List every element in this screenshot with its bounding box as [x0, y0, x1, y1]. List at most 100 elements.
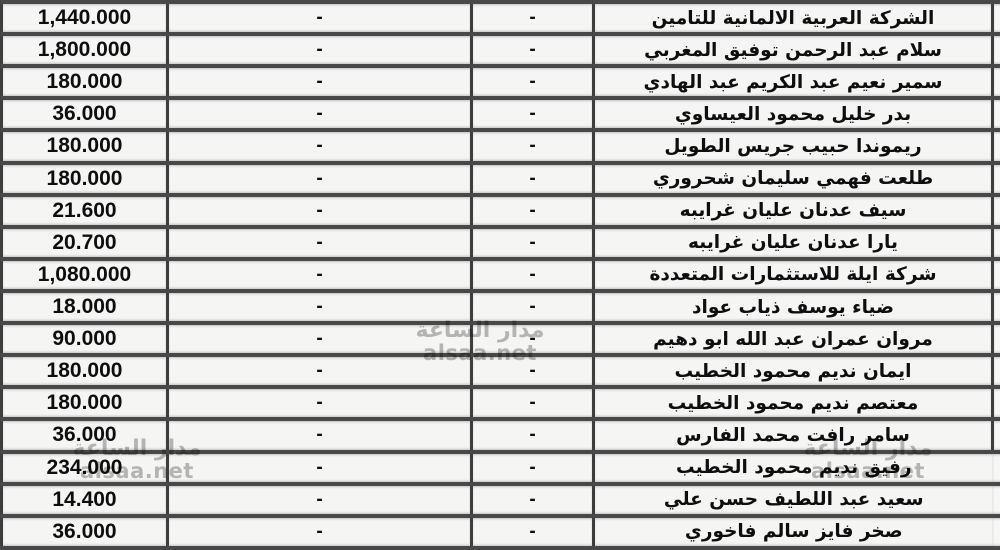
- amount-cell: 90.000: [0, 321, 169, 358]
- amount-cell: 20.700: [0, 224, 169, 261]
- table-row: 36.000 - - صخر فايز سالم فاخوري: [0, 513, 1000, 550]
- table-row: 180.000 - - ريموندا حبيب جريس الطويل: [0, 128, 1000, 165]
- amount-cell: 234.000: [0, 449, 169, 486]
- dash-cell: -: [471, 481, 595, 518]
- name-cell: طلعت فهمي سليمان شحروري: [593, 160, 994, 197]
- dash-cell: -: [167, 353, 473, 390]
- edge-sliver: [992, 256, 1000, 293]
- name-cell: بدر خليل محمود العيساوي: [593, 96, 994, 133]
- table-row: 1,440.000 - - الشركة العربية الالمانية ل…: [0, 0, 1000, 37]
- dash-cell: -: [167, 32, 473, 69]
- dash-cell: -: [471, 513, 595, 550]
- name-cell: سمير نعيم عبد الكريم عبد الهادي: [593, 64, 994, 101]
- dash-cell: -: [167, 0, 473, 37]
- amount-cell: 180.000: [0, 160, 169, 197]
- name-cell: ضياء يوسف ذياب عواد: [593, 288, 994, 326]
- dash-cell: -: [471, 0, 595, 37]
- dash-cell: -: [167, 160, 473, 197]
- dash-cell: -: [167, 192, 473, 229]
- amount-cell: 1,800.000: [0, 32, 169, 69]
- amount-cell: 36.000: [0, 417, 169, 454]
- edge-sliver: [992, 160, 1000, 197]
- edge-sliver: [992, 513, 1000, 550]
- edge-sliver: [992, 96, 1000, 133]
- name-cell: ايمان نديم محمود الخطيب: [593, 353, 994, 390]
- name-cell: يارا عدنان عليان غرايبه: [593, 224, 994, 261]
- dash-cell: -: [167, 224, 473, 261]
- name-cell: صخر فايز سالم فاخوري: [593, 513, 993, 550]
- dash-cell: -: [167, 417, 473, 454]
- dash-cell: -: [167, 321, 473, 358]
- name-cell: سعيد عبد اللطيف حسن علي: [593, 481, 993, 518]
- dash-cell: -: [471, 224, 595, 261]
- amount-cell: 1,440.000: [0, 0, 169, 37]
- name-cell: معتصم نديم محمود الخطيب: [593, 385, 994, 422]
- amount-cell: 180.000: [0, 385, 169, 422]
- table-row: 36.000 - - بدر خليل محمود العيساوي: [0, 96, 1000, 133]
- dash-cell: -: [471, 64, 595, 101]
- edge-sliver: [992, 0, 1000, 37]
- dash-cell: -: [471, 417, 595, 454]
- table-row: 1,080.000 - - شركة ايلة للاستثمارات المت…: [0, 256, 1000, 293]
- edge-sliver: [992, 32, 1000, 69]
- edge-sliver: [992, 192, 1000, 229]
- dash-cell: -: [471, 256, 595, 293]
- dash-cell: -: [167, 481, 473, 518]
- edge-sliver: [992, 321, 1000, 358]
- dash-cell: -: [167, 513, 473, 550]
- dash-cell: -: [167, 64, 473, 101]
- dash-cell: -: [167, 96, 473, 133]
- dash-cell: -: [471, 449, 595, 486]
- dash-cell: -: [167, 256, 473, 293]
- table-row: 21.600 - - سيف عدنان عليان غرايبه: [0, 192, 1000, 229]
- edge-sliver: [992, 417, 1000, 454]
- amount-cell: 180.000: [0, 128, 169, 165]
- dash-cell: -: [167, 449, 473, 486]
- edge-sliver: [992, 481, 1000, 518]
- amount-cell: 18.000: [0, 288, 169, 326]
- table-row: 18.000 - - ضياء يوسف ذياب عواد: [0, 288, 1000, 326]
- edge-sliver: [992, 288, 1000, 326]
- table-row: 90.000 - - مروان عمران عبد الله ابو دهيم: [0, 321, 1000, 358]
- table-row: 20.700 - - يارا عدنان عليان غرايبه: [0, 224, 1000, 261]
- table-row: 180.000 - - ايمان نديم محمود الخطيب: [0, 353, 1000, 390]
- name-cell: ريموندا حبيب جريس الطويل: [593, 128, 994, 165]
- dash-cell: -: [167, 128, 473, 165]
- table-row: 180.000 - - سمير نعيم عبد الكريم عبد اله…: [0, 64, 1000, 101]
- edge-sliver: [992, 353, 1000, 390]
- name-cell: سامر رافت محمد الفارس: [593, 417, 994, 454]
- dash-cell: -: [471, 321, 595, 358]
- edge-sliver: [992, 64, 1000, 101]
- amount-cell: 21.600: [0, 192, 169, 229]
- dash-cell: -: [471, 192, 595, 229]
- amount-cell: 36.000: [0, 513, 169, 550]
- edge-sliver: [992, 224, 1000, 261]
- amount-cell: 14.400: [0, 481, 169, 518]
- name-cell: سيف عدنان عليان غرايبه: [593, 192, 994, 229]
- amount-cell: 180.000: [0, 64, 169, 101]
- dash-cell: -: [471, 288, 595, 326]
- name-cell: مروان عمران عبد الله ابو دهيم: [593, 321, 994, 358]
- table-row: 234.000 - - رفيق نديم محمود الخطيب: [0, 449, 1000, 486]
- edge-sliver: [992, 449, 1000, 486]
- amount-cell: 1,080.000: [0, 256, 169, 293]
- dash-cell: -: [167, 288, 473, 326]
- dash-cell: -: [167, 385, 473, 422]
- name-cell: الشركة العربية الالمانية للتامين: [593, 0, 994, 37]
- table-row: 14.400 - - سعيد عبد اللطيف حسن علي: [0, 481, 1000, 518]
- dash-cell: -: [471, 96, 595, 133]
- table-row: 180.000 - - طلعت فهمي سليمان شحروري: [0, 160, 1000, 197]
- name-cell: شركة ايلة للاستثمارات المتعددة: [593, 256, 994, 293]
- table-row: 1,800.000 - - سلام عبد الرحمن توفيق المغ…: [0, 32, 1000, 69]
- dash-cell: -: [471, 353, 595, 390]
- name-cell: رفيق نديم محمود الخطيب: [593, 449, 993, 486]
- table-row: 180.000 - - معتصم نديم محمود الخطيب: [0, 385, 1000, 422]
- dash-cell: -: [471, 385, 595, 422]
- edge-sliver: [992, 128, 1000, 165]
- table-row: 36.000 - - سامر رافت محمد الفارس: [0, 417, 1000, 454]
- amount-cell: 36.000: [0, 96, 169, 133]
- amount-cell: 180.000: [0, 353, 169, 390]
- edge-sliver: [992, 385, 1000, 422]
